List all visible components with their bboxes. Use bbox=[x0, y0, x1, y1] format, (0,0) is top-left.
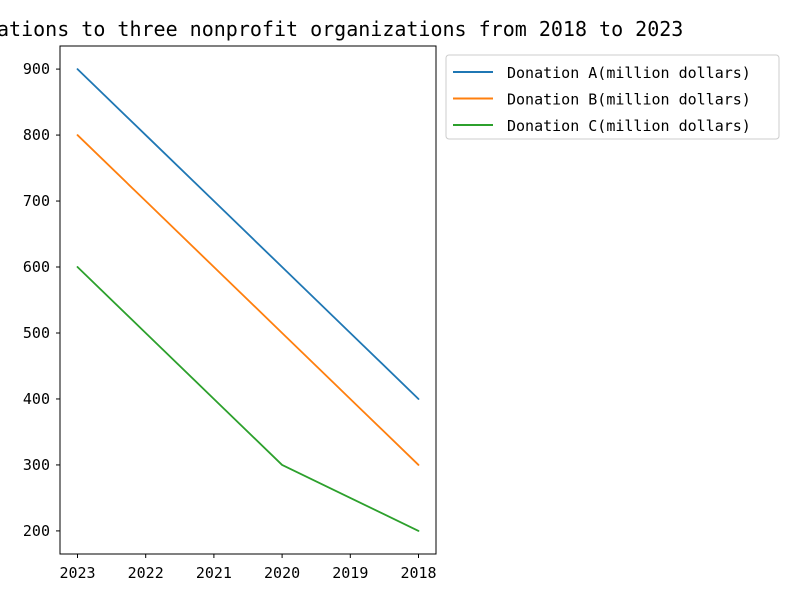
x-axis: 2023 2022 2021 2020 2019 2018 bbox=[59, 554, 437, 582]
series-line-3 bbox=[76, 266, 420, 532]
y-tick-label: 500 bbox=[23, 324, 50, 342]
x-tick-label: 2023 bbox=[59, 564, 95, 582]
x-tick-label: 2018 bbox=[400, 564, 436, 582]
y-tick-label: 200 bbox=[23, 522, 50, 540]
y-tick-label: 300 bbox=[23, 456, 50, 474]
legend-frame bbox=[445, 54, 780, 140]
legend-items: Donation A(million dollars) Donation B(mi… bbox=[453, 64, 751, 135]
x-tick-label: 2020 bbox=[264, 564, 300, 582]
x-tick-label: 2019 bbox=[332, 564, 368, 582]
x-tick-label: 2022 bbox=[128, 564, 164, 582]
legend: Donation A(million dollars) Donation B(mi… bbox=[445, 54, 780, 140]
legend-label-1: Donation A(million dollars) bbox=[507, 64, 751, 82]
y-axis: 200 300 400 500 600 700 800 900 bbox=[23, 60, 60, 540]
chart-title: ations to three nonprofit organizations … bbox=[0, 17, 683, 41]
y-tick-label: 700 bbox=[23, 192, 50, 210]
y-tick-label: 600 bbox=[23, 258, 50, 276]
legend-label-2: Donation B(million dollars) bbox=[507, 91, 751, 109]
legend-label-3: Donation C(million dollars) bbox=[507, 117, 751, 135]
series-line-2 bbox=[76, 134, 420, 466]
y-tick-label: 900 bbox=[23, 60, 50, 78]
series-layer bbox=[76, 68, 420, 532]
y-tick-label: 400 bbox=[23, 390, 50, 408]
y-tick-label: 800 bbox=[23, 126, 50, 144]
series-line-1 bbox=[76, 68, 420, 400]
x-tick-label: 2021 bbox=[196, 564, 232, 582]
